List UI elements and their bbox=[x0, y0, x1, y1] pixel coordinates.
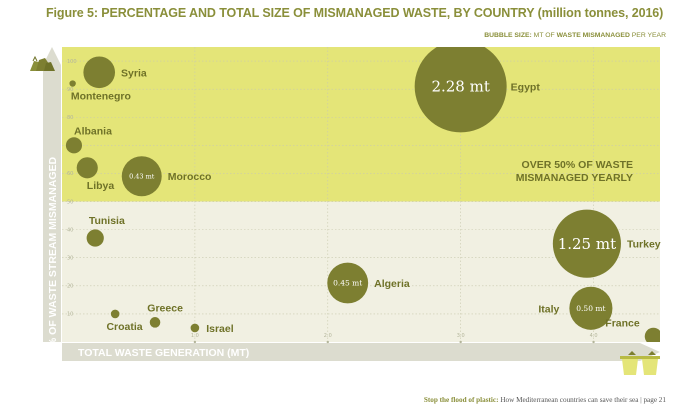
chart-title: Figure 5: PERCENTAGE AND TOTAL SIZE OF M… bbox=[46, 6, 664, 20]
y-tick-label: 30 bbox=[67, 256, 73, 262]
bubble-italy bbox=[569, 286, 613, 330]
bubbles bbox=[65, 47, 660, 342]
waste-bags-icon bbox=[30, 55, 55, 71]
y-tick-label: 10 bbox=[67, 312, 73, 318]
bubble-algeria bbox=[327, 262, 369, 304]
x-axis-band bbox=[62, 343, 660, 361]
country-label-greece: Greece bbox=[147, 302, 183, 314]
y-axis-band bbox=[43, 47, 61, 342]
x-tick-mark bbox=[592, 340, 595, 344]
y-tick-label: 60 bbox=[67, 171, 73, 177]
bubble-country-labels: Syria Montenegro Albania Libya 0.43 mt Morocc… bbox=[71, 67, 661, 335]
bubble-albania bbox=[65, 137, 83, 154]
bubble-chart: 1.02.03.04.0100908070605040302010 OVER 5… bbox=[30, 47, 661, 375]
bubble-morocco bbox=[121, 156, 162, 197]
page-footer: Stop the flood of plastic: How Mediterra… bbox=[424, 396, 666, 404]
country-label-albania: Albania bbox=[74, 125, 112, 137]
bubble-france bbox=[644, 327, 660, 342]
threshold-annotation-line-1: OVER 50% OF WASTE bbox=[522, 159, 633, 171]
footer-lead: Stop the flood of plastic: bbox=[423, 396, 499, 404]
country-label-italy: Italy bbox=[538, 303, 559, 315]
x-tick-mark bbox=[193, 340, 197, 344]
bubble-size-prefix: BUBBLE SIZE: bbox=[484, 32, 532, 39]
country-label-tunisia: Tunisia bbox=[89, 215, 125, 227]
country-label-israel: Israel bbox=[206, 323, 234, 335]
bubble-size-emphasis: WASTE MISMANAGED bbox=[556, 32, 630, 39]
bubble-tunisia bbox=[86, 229, 104, 247]
bubble-croatia bbox=[110, 309, 120, 319]
country-label-turkey: Turkey bbox=[627, 239, 661, 251]
bubble-value-egypt: 2.28 mt bbox=[431, 78, 489, 96]
footer-text: How Mediterranean countries can save the… bbox=[500, 396, 666, 404]
y-tick-label: 90 bbox=[67, 87, 73, 93]
x-tick-mark bbox=[459, 340, 462, 344]
x-axis-title: TOTAL WASTE GENERATION (MT) bbox=[78, 347, 249, 359]
bubble-value-algeria: 0.45 mt bbox=[333, 279, 362, 288]
y-tick-label: 20 bbox=[67, 284, 73, 290]
country-label-montenegro: Montenegro bbox=[71, 91, 131, 103]
country-label-egypt: Egypt bbox=[511, 81, 541, 93]
bubble-greece bbox=[149, 317, 161, 328]
bubble-size-mid: MT OF bbox=[533, 32, 555, 39]
bubble-size-note: BUBBLE SIZE: MT OF WASTE MISMANAGED PER … bbox=[484, 32, 666, 39]
country-label-algeria: Algeria bbox=[374, 278, 410, 290]
y-tick-label: 50 bbox=[67, 199, 73, 205]
y-tick-label: 40 bbox=[67, 227, 73, 233]
country-label-syria: Syria bbox=[121, 67, 147, 79]
bubble-israel bbox=[190, 323, 200, 333]
country-label-libya: Libya bbox=[87, 180, 115, 192]
waste-bins-icon bbox=[620, 351, 660, 375]
bubble-turkey bbox=[552, 209, 621, 278]
bubble-montenegro bbox=[69, 80, 76, 87]
bubble-value-morocco: 0.43 mt bbox=[129, 173, 155, 181]
x-tick-label: 2.0 bbox=[324, 333, 332, 339]
bubble-value-turkey: 1.25 mt bbox=[558, 235, 616, 253]
bubble-size-suffix: PER YEAR bbox=[631, 32, 666, 39]
x-tick-mark bbox=[326, 340, 329, 344]
y-tick-label: 80 bbox=[67, 115, 73, 121]
x-tick-label: 4.0 bbox=[590, 333, 598, 339]
threshold-annotation-line-2: MISMANAGED YEARLY bbox=[516, 172, 633, 184]
country-label-morocco: Morocco bbox=[168, 171, 212, 183]
bubble-value-italy: 0.50 mt bbox=[576, 304, 605, 313]
y-axis-title: % OF WASTE STREAM MISMANAGED bbox=[47, 156, 59, 347]
bubble-libya bbox=[76, 157, 98, 179]
y-tick-label: 100 bbox=[67, 59, 77, 65]
country-label-france: France bbox=[605, 317, 640, 329]
bubble-egypt bbox=[414, 47, 507, 133]
country-label-croatia: Croatia bbox=[106, 321, 142, 333]
x-tick-label: 3.0 bbox=[457, 333, 465, 339]
bubble-syria bbox=[83, 56, 116, 89]
x-tick-label: 1.0 bbox=[191, 333, 199, 339]
